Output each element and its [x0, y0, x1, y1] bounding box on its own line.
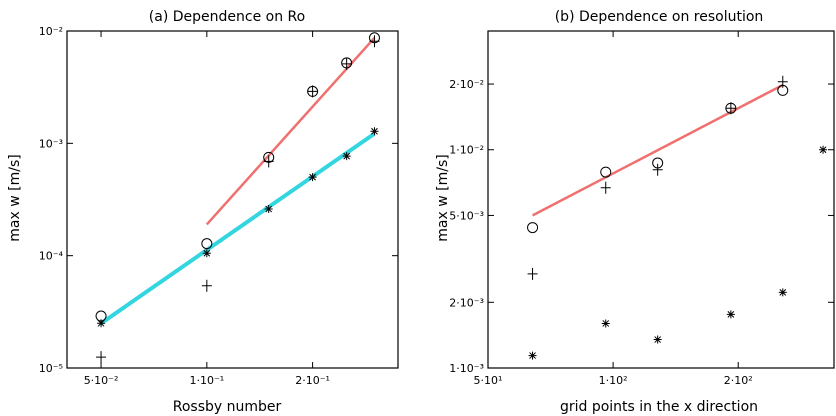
panel-a-title: (a) Dependence on Ro [149, 9, 305, 25]
fit-line [205, 36, 376, 226]
plus-marker [263, 155, 274, 168]
asterisk-marker [653, 335, 662, 344]
y-tick-label: 10⁻² [39, 25, 63, 38]
panel-b-y-axis-label: max w [m/s] [435, 154, 451, 241]
asterisk-marker [308, 173, 317, 182]
x-tick-label: 1·10² [599, 374, 628, 387]
plus-marker [369, 35, 380, 48]
asterisk-marker [264, 205, 273, 214]
x-tick-label: 5·10¹ [474, 374, 503, 387]
plus-marker [341, 57, 352, 70]
asterisk-marker [202, 249, 211, 258]
y-tick-label: 1·10⁻² [449, 144, 484, 157]
y-tick-label: 2·10⁻³ [449, 296, 484, 309]
y-tick-label: 10⁻⁵ [39, 362, 63, 375]
y-tick-label: 10⁻³ [39, 137, 63, 150]
plus-marker [600, 181, 611, 194]
plus-marker [652, 163, 663, 176]
asterisk-marker [726, 310, 735, 319]
panel-b-title: (b) Dependence on resolution [555, 9, 764, 25]
y-tick-label: 2·10⁻² [449, 78, 484, 91]
asterisk-marker [97, 319, 106, 328]
y-tick-label: 10⁻⁴ [39, 250, 64, 263]
fit-line [99, 131, 376, 325]
y-tick-label: 1·10⁻³ [449, 362, 484, 375]
x-tick-label: 5·10⁻² [84, 374, 119, 387]
y-tick-label: 5·10⁻³ [449, 209, 484, 222]
plus-marker [527, 267, 538, 280]
plus-marker [307, 85, 318, 98]
panel-a-y-axis-label: max w [m/s] [7, 154, 23, 241]
plus-marker [777, 75, 788, 88]
asterisk-marker [601, 319, 610, 328]
panel-a-markers [95, 32, 380, 364]
circle-marker [527, 222, 539, 234]
plus-marker [201, 279, 212, 292]
asterisk-marker [342, 152, 351, 161]
asterisk-marker [370, 127, 379, 136]
plus-marker [725, 102, 736, 115]
asterisk-marker [778, 288, 787, 297]
x-tick-label: 2·10² [724, 374, 753, 387]
panel-b-ticks: 5·10¹ 1·10² 2·10² 1·10⁻³ 2·10⁻³ 5·10⁻³ 1·10⁻² 2… [449, 31, 834, 387]
panel-a-ticks: 5·10⁻² 1·10⁻¹ 2·10⁻¹ 10⁻⁵ 10⁻⁴ 10⁻³ 10⁻² [39, 25, 398, 387]
panel-a: (a) Dependence on Ro Rossby number max w… [7, 9, 399, 415]
panel-b-fit-lines [532, 83, 784, 217]
panel-a-x-axis-label: Rossby number [173, 399, 282, 415]
x-tick-label: 1·10⁻¹ [189, 374, 224, 387]
circle-marker [201, 238, 213, 250]
fit-line [532, 83, 784, 217]
panel-b: (b) Dependence on resolution grid points… [435, 9, 835, 415]
asterisk-marker [819, 145, 828, 154]
panel-b-x-axis-label: grid points in the x direction [560, 399, 758, 415]
panel-b-plot-frame [487, 30, 835, 369]
panel-a-plot-frame [66, 30, 399, 369]
plus-marker [96, 351, 107, 364]
circle-marker [600, 166, 612, 178]
panel-b-markers [527, 75, 828, 360]
asterisk-marker [528, 351, 537, 360]
x-tick-label: 2·10⁻¹ [295, 374, 330, 387]
panel-a-fit-lines [99, 36, 376, 325]
